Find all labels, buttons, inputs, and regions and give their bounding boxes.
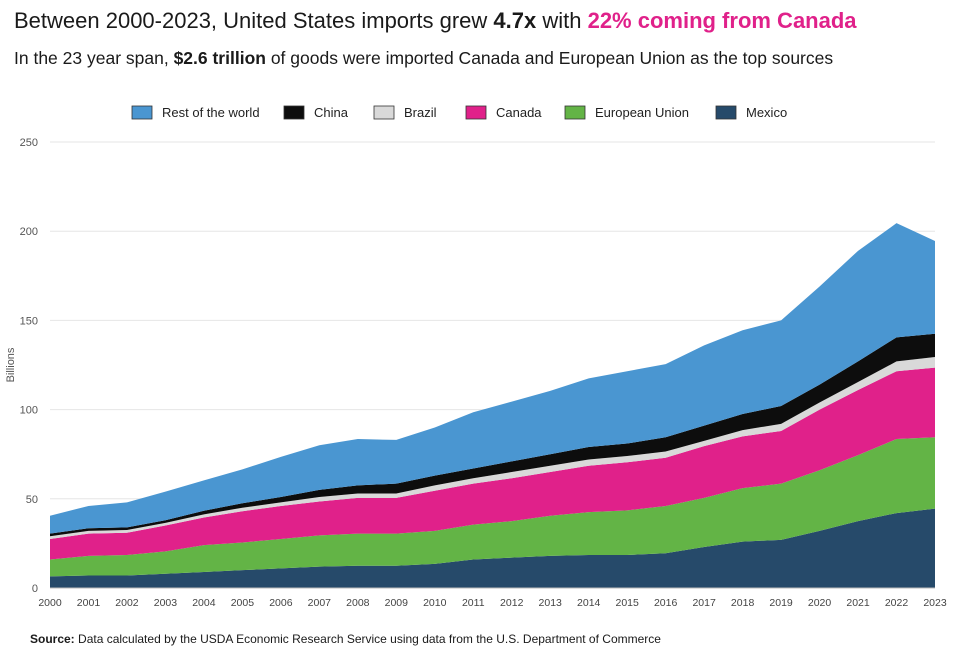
legend-label-european-union: European Union: [595, 105, 689, 120]
x-tick-label: 2003: [154, 597, 178, 609]
x-tick-label: 2014: [577, 597, 601, 609]
y-tick-label: 250: [20, 137, 38, 149]
y-tick-label: 50: [26, 494, 38, 506]
x-tick-label: 2001: [77, 597, 101, 609]
x-tick-label: 2016: [654, 597, 678, 609]
area-mexico: [50, 508, 935, 588]
source-note: Source: Data calculated by the USDA Econ…: [30, 632, 661, 646]
x-tick-label: 2019: [769, 597, 793, 609]
legend-label-mexico: Mexico: [746, 105, 787, 120]
x-tick-label: 2013: [539, 597, 563, 609]
legend-label-brazil: Brazil: [404, 105, 437, 120]
y-tick-label: 150: [20, 315, 38, 327]
stacked-area-chart: 0 50 100 150 200 250 2000 2001 2002 2003 2004 2005 2…: [5, 105, 947, 609]
y-tick-label: 0: [32, 583, 38, 595]
x-tick-label: 2012: [500, 597, 524, 609]
x-tick-label: 2018: [731, 597, 755, 609]
title-multiplier: 4.7x: [493, 8, 537, 33]
y-tick-label: 200: [20, 226, 38, 238]
y-axis-label: Billions: [5, 347, 17, 382]
x-tick-label: 2008: [346, 597, 370, 609]
x-tick-label: 2005: [231, 597, 255, 609]
legend-swatch-mexico: [715, 105, 737, 120]
subtitle-part1: In the 23 year span,: [14, 48, 174, 68]
subtitle-part2: of goods were imported Canada and Europe…: [265, 48, 834, 68]
area-european-union: [50, 437, 935, 577]
y-tick-label: 100: [20, 405, 38, 417]
legend-swatch-canada: [465, 105, 487, 120]
title-highlight: 22% coming from Canada: [587, 8, 857, 33]
x-tick-label: 2020: [808, 597, 832, 609]
x-tick-label: 2006: [269, 597, 293, 609]
chart-title: Between 2000-2023, United States imports…: [14, 8, 857, 34]
x-tick-label: 2017: [692, 597, 716, 609]
x-tick-label: 2004: [192, 597, 216, 609]
legend-label-china: China: [314, 105, 349, 120]
x-tick-label: 2021: [846, 597, 870, 609]
subtitle-amount: $2.6 trillion: [173, 48, 266, 68]
legend-swatch-brazil: [373, 105, 395, 120]
legend-swatch-rest-of-the-world: [131, 105, 153, 120]
x-tick-label: 2000: [38, 597, 62, 609]
legend-swatch-european-union: [564, 105, 586, 120]
source-text: Data calculated by the USDA Economic Res…: [74, 632, 661, 646]
x-tick-label: 2022: [885, 597, 909, 609]
x-tick-label: 2010: [423, 597, 447, 609]
source-label: Source:: [30, 632, 75, 646]
x-tick-label: 2011: [462, 597, 485, 609]
chart-subtitle: In the 23 year span, $2.6 trillion of go…: [14, 48, 833, 69]
x-tick-label: 2007: [308, 597, 332, 609]
x-tick-label: 2023: [923, 597, 947, 609]
title-part1: Between 2000-2023, United States imports…: [14, 8, 494, 33]
legend-label-canada: Canada: [496, 105, 542, 120]
x-tick-label: 2015: [615, 597, 639, 609]
x-tick-label: 2002: [115, 597, 139, 609]
area-rest-of-the-world: [50, 223, 935, 534]
x-tick-label: 2009: [385, 597, 409, 609]
title-part2: with: [536, 8, 588, 33]
legend-swatch-china: [283, 105, 305, 120]
area-canada: [50, 367, 935, 560]
legend-label-rest-of-the-world: Rest of the world: [162, 105, 260, 120]
